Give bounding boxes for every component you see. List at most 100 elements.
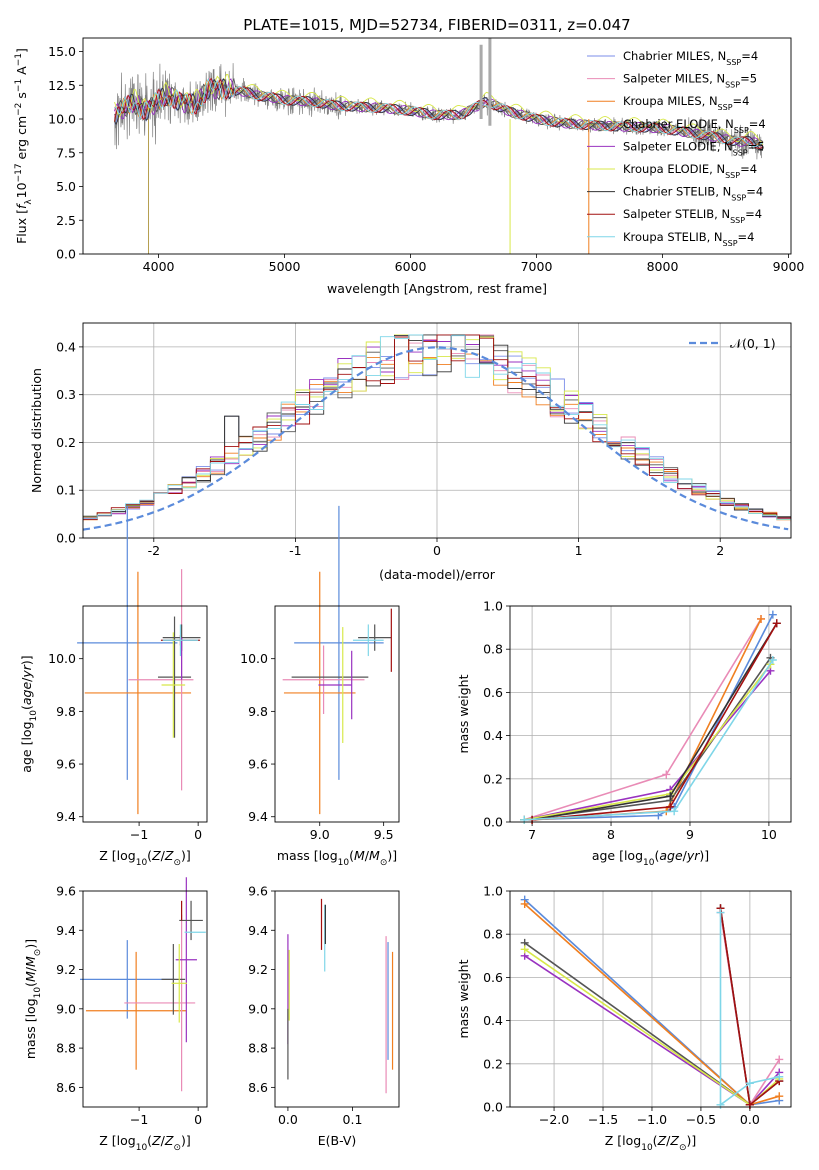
x-tick-label: 6000 <box>395 259 427 274</box>
y-axis-label: age [log10(age/yr)] <box>19 655 39 772</box>
x-tick-label: −1.5 <box>588 1112 618 1127</box>
model-fit-line <box>114 78 764 151</box>
data-point-marker <box>775 1072 784 1081</box>
x-tick-label: 5000 <box>269 259 301 274</box>
y-tick-label: 0.8 <box>483 642 503 657</box>
y-tick-label: 0.0 <box>483 1100 503 1115</box>
y-tick-label: 0.2 <box>483 1056 503 1071</box>
data-point-marker <box>775 1055 784 1064</box>
mass_vs_Z-frame <box>82 890 208 1108</box>
age_vs_mass-axes: 9.0 9.5 9.4 9.6 9.8 10.0 <box>240 651 393 842</box>
legend-label: Salpeter MILES, NSSP=5 <box>623 72 757 90</box>
massweight_vs_Z-lines <box>520 895 784 1109</box>
x-axis-label: wavelength [Angstrom, rest frame] <box>327 281 547 296</box>
x-tick-label: 2 <box>716 543 724 558</box>
x-tick-label: 0 <box>194 827 202 842</box>
y-axis-label: Normed distribution <box>29 368 44 493</box>
y-tick-label: 0.2 <box>56 435 76 450</box>
x-tick-label: 0.1 <box>343 1112 363 1127</box>
y-tick-label: 9.4 <box>56 809 76 824</box>
y-axis-label: mass [log10(M/M⊙)] <box>23 939 43 1059</box>
x-axis-label: mass [log10(M/M⊙)] <box>277 848 397 868</box>
y-tick-label: 7.5 <box>56 145 76 160</box>
age_vs_mass-frame <box>274 605 400 823</box>
x-tick-label: -1 <box>289 543 301 558</box>
y-tick-label: 0.8 <box>483 927 503 942</box>
y-tick-label: 8.6 <box>56 1080 76 1095</box>
x-axis-label: Z [log10(Z/Z⊙)] <box>99 848 191 868</box>
mass_vs_Z-points <box>80 877 206 1092</box>
y-tick-label: 12.5 <box>48 78 76 93</box>
x-tick-label: 0.0 <box>278 1112 298 1127</box>
x-tick-label: −1 <box>130 827 148 842</box>
y-tick-label: 9.6 <box>56 757 76 772</box>
y-tick-label: 0.4 <box>483 1013 503 1028</box>
x-tick-label: 9.0 <box>310 827 330 842</box>
data-point-marker <box>772 619 781 628</box>
mass-weight-line <box>524 659 774 821</box>
y-tick-label: 10.0 <box>48 651 76 666</box>
y-tick-label: 0.4 <box>56 339 76 354</box>
legend-label: Kroupa STELIB, NSSP=4 <box>623 230 754 248</box>
x-tick-label: 7 <box>528 827 536 842</box>
residual-frame <box>82 322 792 539</box>
y-tick-label: 9.4 <box>248 923 268 938</box>
x-tick-label: 0 <box>433 543 441 558</box>
y-tick-label: 1.0 <box>483 599 503 614</box>
y-tick-label: 8.8 <box>248 1041 268 1056</box>
y-tick-label: 0.3 <box>56 387 76 402</box>
legend-label: Chabrier ELODIE, NSSP=4 <box>623 117 766 135</box>
data-point-marker <box>662 770 671 779</box>
data-point-marker <box>716 908 725 917</box>
mass-weight-line <box>719 912 780 1107</box>
y-tick-label: 9.2 <box>56 962 76 977</box>
observed-spectrum <box>114 63 764 160</box>
massweight_vs_age-lines <box>520 610 781 824</box>
y-tick-label: 9.8 <box>248 704 268 719</box>
y-tick-label: 0.4 <box>483 728 503 743</box>
data-point-marker <box>768 610 777 619</box>
data-point-marker <box>768 656 777 664</box>
y-tick-label: 0.6 <box>483 970 503 985</box>
data-point-marker <box>520 815 529 824</box>
x-axis-label: (data-model)/error <box>379 567 496 582</box>
y-axis-label: mass weight <box>456 959 471 1038</box>
y-tick-label: 8.8 <box>56 1041 76 1056</box>
y-tick-label: 2.5 <box>56 213 76 228</box>
legend-label: Salpeter STELIB, NSSP=4 <box>623 207 762 225</box>
y-tick-label: 9.6 <box>248 884 268 899</box>
x-tick-label: −1.0 <box>637 1112 667 1127</box>
residual-plot <box>83 334 791 531</box>
normal-curve <box>83 346 789 531</box>
y-tick-label: 15.0 <box>48 44 76 59</box>
x-tick-label: 9.5 <box>374 827 394 842</box>
age_vs_Z-axes: −1 0 9.4 9.6 9.8 10.0 <box>48 651 202 842</box>
y-tick-label: 9.4 <box>248 809 268 824</box>
y-tick-label: 9.2 <box>248 962 268 977</box>
age_vs_Z-points <box>77 505 201 815</box>
y-tick-label: 10.0 <box>48 112 76 127</box>
data-point-marker <box>520 945 529 954</box>
residual-histogram <box>83 334 791 521</box>
y-tick-label: 9.0 <box>248 1001 268 1016</box>
data-point-marker <box>757 614 766 623</box>
data-point-marker <box>716 1100 725 1109</box>
legend-label: Salpeter ELODIE, NSSP=5 <box>623 139 765 157</box>
figure-title: PLATE=1015, MJD=52734, FIBERID=0311, z=0… <box>243 16 630 34</box>
legend-label: Kroupa ELODIE, NSSP=4 <box>623 162 757 180</box>
x-tick-label: 0.0 <box>740 1112 760 1127</box>
y-axis-label: mass weight <box>456 674 471 753</box>
y-tick-label: 9.6 <box>56 884 76 899</box>
x-tick-label: 8000 <box>647 259 679 274</box>
age_vs_mass-points <box>282 505 392 815</box>
data-point-marker <box>775 1092 784 1101</box>
massweight_vs_Z-frame <box>509 890 792 1108</box>
x-axis-label: Z [log10(Z/Z⊙)] <box>99 1133 191 1153</box>
mass_vs_Z-axes: −1 0 8.6 8.8 9.0 9.2 9.4 9.6 <box>56 884 202 1128</box>
data-point-marker <box>745 1100 754 1109</box>
mass-weight-line <box>524 657 772 821</box>
data-point-marker <box>670 807 679 816</box>
x-tick-label: 9 <box>686 827 694 842</box>
mass_vs_EBV-frame <box>274 890 400 1108</box>
